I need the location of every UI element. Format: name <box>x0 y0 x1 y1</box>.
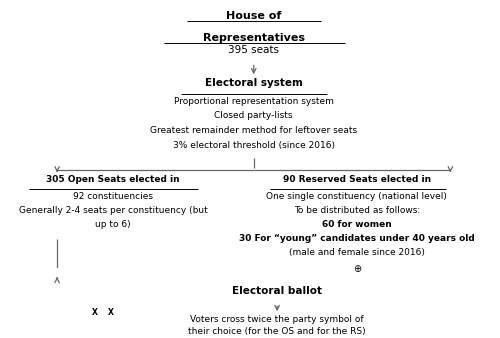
FancyBboxPatch shape <box>103 307 119 318</box>
Text: 305 Open Seats elected in: 305 Open Seats elected in <box>46 175 180 184</box>
Text: Closed party-lists: Closed party-lists <box>214 112 293 120</box>
FancyBboxPatch shape <box>135 329 150 338</box>
FancyBboxPatch shape <box>135 307 150 318</box>
Text: 60 for women: 60 for women <box>322 220 392 229</box>
FancyBboxPatch shape <box>119 307 135 318</box>
FancyBboxPatch shape <box>103 297 119 307</box>
Text: Voters cross twice the party symbol of
their choice (for the OS and for the RS): Voters cross twice the party symbol of t… <box>188 315 366 336</box>
FancyBboxPatch shape <box>71 307 87 318</box>
FancyBboxPatch shape <box>103 318 119 329</box>
FancyBboxPatch shape <box>87 297 103 307</box>
Text: up to 6): up to 6) <box>96 220 131 229</box>
Text: Generally 2-4 seats per constituency (but: Generally 2-4 seats per constituency (bu… <box>19 206 208 215</box>
Text: 30 For “young” candidates under 40 years old: 30 For “young” candidates under 40 years… <box>239 234 474 243</box>
Text: ⊕: ⊕ <box>352 264 361 273</box>
FancyBboxPatch shape <box>103 286 119 297</box>
Text: 3% electoral threshold (since 2016): 3% electoral threshold (since 2016) <box>173 141 335 150</box>
Text: 90 Reserved Seats elected in: 90 Reserved Seats elected in <box>282 175 431 184</box>
FancyBboxPatch shape <box>119 297 135 307</box>
FancyBboxPatch shape <box>103 329 119 338</box>
Text: Proportional representation system: Proportional representation system <box>174 97 334 106</box>
FancyBboxPatch shape <box>71 318 87 329</box>
FancyBboxPatch shape <box>71 297 87 307</box>
Text: Greatest remainder method for leftover seats: Greatest remainder method for leftover s… <box>150 126 358 135</box>
Text: To be distributed as follows:: To be distributed as follows: <box>294 206 420 215</box>
Text: Electoral ballot: Electoral ballot <box>232 286 322 296</box>
Text: X: X <box>92 308 98 317</box>
Text: Representatives: Representatives <box>203 33 305 43</box>
FancyBboxPatch shape <box>71 329 87 338</box>
Text: 92 constituencies: 92 constituencies <box>74 192 154 201</box>
Text: One single constituency (national level): One single constituency (national level) <box>266 192 447 201</box>
Text: X: X <box>108 308 114 317</box>
FancyBboxPatch shape <box>135 318 150 329</box>
FancyBboxPatch shape <box>135 286 150 297</box>
Text: House of: House of <box>226 11 281 21</box>
FancyBboxPatch shape <box>87 329 103 338</box>
FancyBboxPatch shape <box>87 286 103 297</box>
FancyBboxPatch shape <box>71 286 87 297</box>
FancyBboxPatch shape <box>119 329 135 338</box>
FancyBboxPatch shape <box>71 286 150 338</box>
FancyBboxPatch shape <box>119 286 135 297</box>
Text: (male and female since 2016): (male and female since 2016) <box>289 248 424 257</box>
FancyBboxPatch shape <box>87 307 103 318</box>
FancyBboxPatch shape <box>135 297 150 307</box>
Text: Electoral system: Electoral system <box>205 78 302 88</box>
FancyBboxPatch shape <box>119 318 135 329</box>
Text: 395 seats: 395 seats <box>228 45 279 55</box>
FancyBboxPatch shape <box>87 318 103 329</box>
